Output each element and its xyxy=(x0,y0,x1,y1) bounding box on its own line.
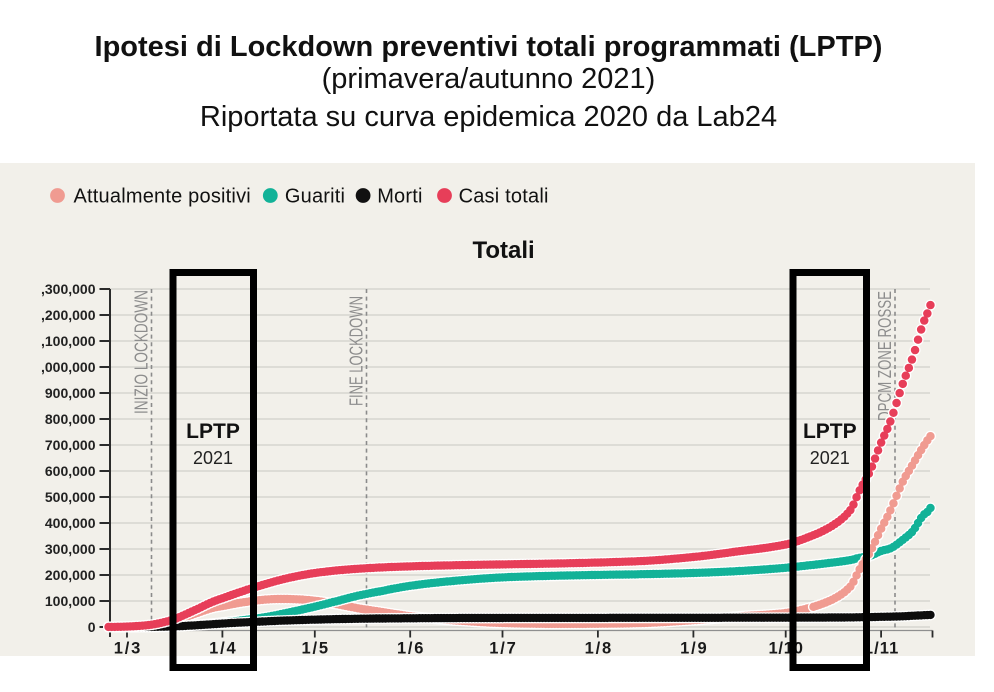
svg-text:,000,000: ,000,000 xyxy=(41,359,96,375)
svg-text:Riportata su curva epidemica 2: Riportata su curva epidemica 2020 da Lab… xyxy=(200,101,777,133)
svg-text:LPTP: LPTP xyxy=(186,420,240,443)
svg-text:Attualmente positivi: Attualmente positivi xyxy=(74,186,251,208)
svg-text:Ipotesi di Lockdown preventivi: Ipotesi di Lockdown preventivi totali pr… xyxy=(95,31,883,63)
svg-text:,100,000: ,100,000 xyxy=(41,333,96,349)
svg-text:800,000: 800,000 xyxy=(45,411,96,427)
svg-text:1/11: 1/11 xyxy=(864,640,899,658)
svg-text:Morti: Morti xyxy=(377,186,422,208)
svg-text:0: 0 xyxy=(88,619,96,635)
svg-text:Casi totali: Casi totali xyxy=(459,186,549,208)
svg-text:1/8: 1/8 xyxy=(585,640,612,658)
svg-text:,200,000: ,200,000 xyxy=(41,307,96,323)
svg-text:FINE LOCKDOWN: FINE LOCKDOWN xyxy=(347,296,367,406)
svg-text:900,000: 900,000 xyxy=(45,385,96,401)
svg-text:(primavera/autunno 2021): (primavera/autunno 2021) xyxy=(322,63,656,95)
svg-text:Guariti: Guariti xyxy=(285,186,345,208)
svg-text:1/5: 1/5 xyxy=(302,640,329,658)
svg-text:1/7: 1/7 xyxy=(489,640,516,658)
svg-text:300,000: 300,000 xyxy=(45,541,96,557)
svg-text:2021: 2021 xyxy=(810,448,850,468)
svg-text:,300,000: ,300,000 xyxy=(41,281,96,297)
svg-text:1/9: 1/9 xyxy=(680,640,707,658)
svg-text:700,000: 700,000 xyxy=(45,437,96,453)
svg-text:1/4: 1/4 xyxy=(209,640,236,658)
svg-text:2021: 2021 xyxy=(193,448,233,468)
svg-text:1/3: 1/3 xyxy=(114,640,141,658)
svg-text:LPTP: LPTP xyxy=(803,420,857,443)
svg-text:600,000: 600,000 xyxy=(45,463,96,479)
svg-text:100,000: 100,000 xyxy=(45,593,96,609)
svg-text:1/6: 1/6 xyxy=(397,640,424,658)
svg-text:500,000: 500,000 xyxy=(45,489,96,505)
svg-text:1/10: 1/10 xyxy=(768,640,803,658)
svg-text:400,000: 400,000 xyxy=(45,515,96,531)
svg-text:200,000: 200,000 xyxy=(45,567,96,583)
svg-text:DPCM ZONE ROSSE: DPCM ZONE ROSSE xyxy=(875,291,895,421)
svg-text:INIZIO LOCKDOWN: INIZIO LOCKDOWN xyxy=(132,290,152,414)
svg-text:Totali: Totali xyxy=(472,237,534,264)
